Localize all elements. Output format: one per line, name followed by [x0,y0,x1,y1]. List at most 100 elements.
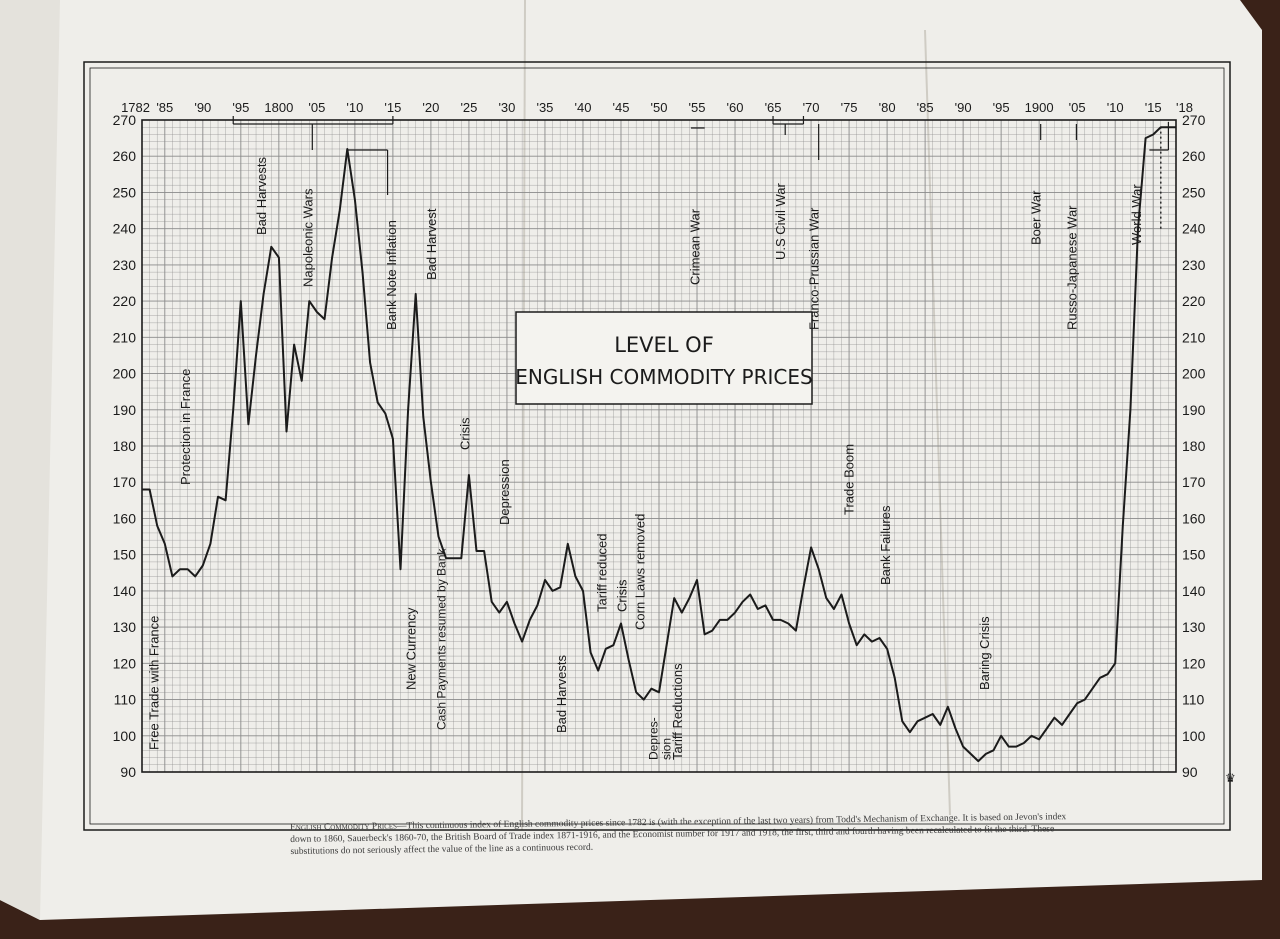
x-tick-label: 1900 [1025,100,1054,115]
outer-frame-inner [89,67,1225,825]
event-annotation: Tariff reduced [595,533,610,612]
y-tick-label-left: 110 [114,692,137,708]
chart-title-line-2: ENGLISH COMMODITY PRICES [515,365,812,389]
event-annotation: Crisis [458,417,473,450]
printer-mark-icon: ♛ [1225,771,1236,785]
x-tick-label: '90 [955,100,972,115]
x-tick-label: '35 [536,100,553,115]
event-annotation: Crimean War [687,208,702,285]
event-annotation: Cash Payments resumed by Bank [434,548,448,730]
x-tick-label: '80 [879,100,896,115]
event-annotation: Bad Harvests [554,654,569,733]
y-tick-label-right: 180 [1182,438,1206,454]
y-tick-label-right: 250 [1182,184,1206,200]
y-tick-label-left: 270 [113,112,137,128]
chart-title-line-1: LEVEL OF [614,333,714,357]
caption-head: English Commodity Prices [290,821,398,833]
y-tick-label-left: 230 [113,257,137,273]
y-tick-label-right: 260 [1182,148,1206,164]
x-tick-label: '10 [1107,100,1124,115]
y-tick-label-right: 160 [1182,510,1206,526]
x-tick-label: '95 [993,100,1010,115]
event-annotation: Depres- [646,717,660,760]
event-annotation: Napoleonic Wars [300,188,315,287]
y-tick-label-left: 170 [113,474,137,490]
x-tick-label: '75 [841,100,858,115]
y-tick-label-left: 220 [113,293,137,309]
x-tick-label: '05 [308,100,325,115]
y-tick-label-left: 180 [113,438,137,454]
y-tick-label-left: 240 [113,221,137,237]
x-tick-label: '20 [422,100,439,115]
x-tick-label: '40 [574,100,591,115]
y-tick-label-left: 120 [113,655,137,671]
x-tick-label: '50 [651,100,668,115]
event-annotation: sion [659,738,673,760]
y-tick-label-right: 100 [1182,728,1206,744]
x-tick-label: '30 [498,100,515,115]
price-series-line [142,126,1176,763]
plot-frame [141,119,1177,773]
title-box [515,311,813,405]
event-annotation: Free Trade with France [147,616,162,750]
x-tick-label: '70 [803,100,820,115]
y-tick-label-left: 100 [113,728,137,744]
y-tick-label-left: 200 [113,366,137,382]
y-tick-label-right: 120 [1182,655,1206,671]
y-tick-label-right: 270 [1182,112,1206,128]
paper-crease [924,29,951,816]
event-annotation: Baring Crisis [977,616,992,690]
event-annotation: Bad Harvest [424,208,439,280]
x-tick-label: '65 [765,100,782,115]
x-tick-label: '95 [232,100,249,115]
event-annotation: U.S Civil War [773,183,788,260]
event-annotation: Franco-Prussian War [807,207,822,330]
x-tick-label: '60 [727,100,744,115]
event-annotation: Crisis [614,579,629,612]
x-tick-label: '15 [1145,100,1162,115]
event-annotation: Trade Boom [842,444,857,515]
x-tick-label: '85 [156,100,173,115]
y-tick-label-left: 130 [113,619,137,635]
y-tick-label-left: 160 [113,510,137,526]
y-tick-label-right: 110 [1182,692,1205,708]
event-annotation: Bank Note Inflation [384,220,399,330]
y-tick-label-right: 230 [1182,257,1206,273]
event-annotation: Bad Harvests [254,156,269,235]
event-annotation: Russo-Japanese War [1064,205,1079,330]
x-tick-label: '15 [384,100,401,115]
event-annotation: Boer War [1029,190,1044,245]
event-annotation: Corn Laws removed [633,514,648,630]
x-tick-label: 1800 [264,100,293,115]
x-tick-label: '85 [917,100,934,115]
y-tick-label-right: 90 [1182,764,1198,780]
x-tick-label: '10 [346,100,363,115]
event-annotation: Protection in France [178,369,193,485]
y-tick-label-right: 200 [1182,366,1206,382]
y-tick-label-left: 90 [120,764,136,780]
x-tick-label: 1782 [121,100,150,115]
y-tick-label-right: 220 [1182,293,1206,309]
paper-left-fold [0,0,60,920]
y-tick-label-right: 170 [1182,474,1206,490]
x-tick-label: '55 [689,100,706,115]
x-tick-label: '45 [613,100,630,115]
y-tick-label-right: 130 [1182,619,1206,635]
event-annotation: New Currency [404,607,419,690]
x-tick-label: '25 [460,100,477,115]
y-tick-label-left: 210 [113,329,137,345]
event-annotation: Tariff Reductions [670,663,685,760]
y-tick-label-left: 260 [113,148,137,164]
y-tick-label-left: 150 [113,547,137,563]
event-annotation: World War [1129,184,1144,245]
paper-crease [521,0,526,831]
x-tick-label: '18 [1176,100,1193,115]
y-tick-label-right: 190 [1182,402,1206,418]
y-tick-label-left: 250 [113,184,137,200]
outer-frame [83,61,1231,831]
y-tick-label-right: 240 [1182,221,1206,237]
event-annotation: Bank Failures [878,505,893,585]
x-tick-label: '05 [1069,100,1086,115]
